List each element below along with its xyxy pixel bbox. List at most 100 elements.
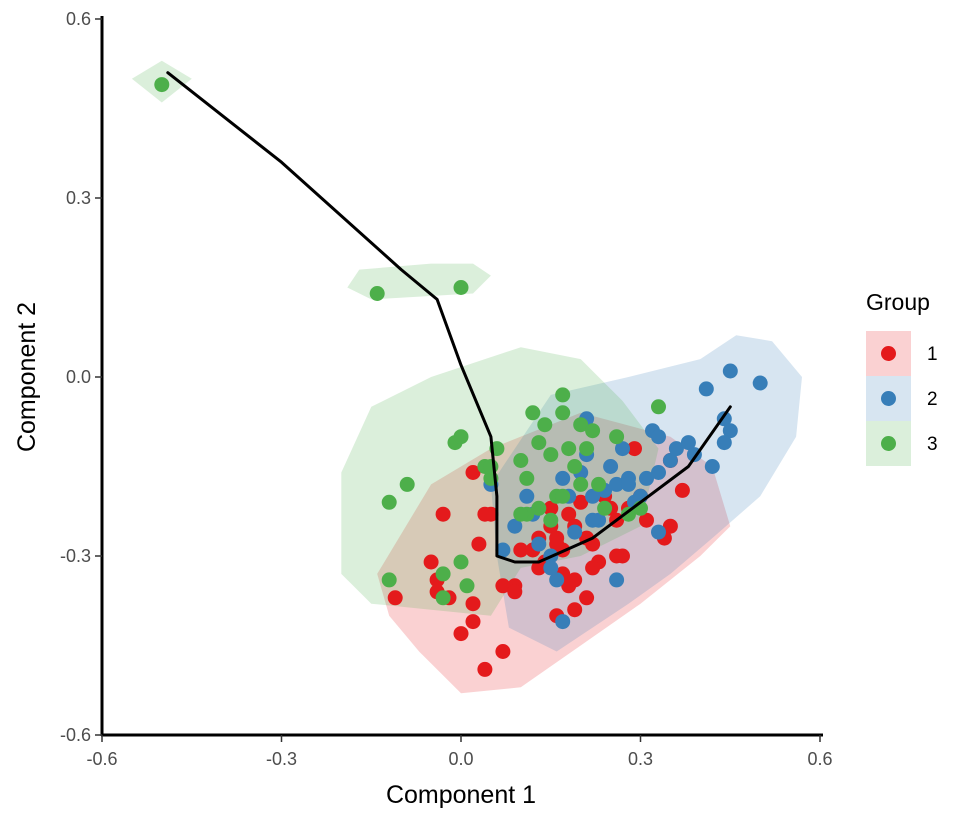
point-group-2 bbox=[722, 363, 738, 379]
point-group-2 bbox=[615, 441, 630, 457]
point-group-2 bbox=[507, 518, 523, 534]
point-group-2 bbox=[651, 524, 666, 540]
point-group-1 bbox=[387, 590, 403, 606]
point-group-1 bbox=[465, 614, 481, 630]
point-group-3 bbox=[591, 476, 607, 492]
point-group-1 bbox=[567, 602, 583, 618]
point-group-2 bbox=[609, 476, 625, 492]
point-group-3 bbox=[609, 429, 625, 445]
y-tick-label: 0.6 bbox=[66, 9, 91, 29]
point-group-1 bbox=[662, 518, 678, 534]
point-group-1 bbox=[549, 536, 565, 552]
point-group-2 bbox=[662, 453, 678, 468]
point-group-2 bbox=[585, 488, 601, 504]
point-group-2 bbox=[543, 560, 559, 576]
point-group-3 bbox=[435, 566, 451, 582]
point-group-1 bbox=[435, 506, 451, 522]
point-group-2 bbox=[519, 488, 535, 504]
point-group-1 bbox=[579, 590, 595, 606]
data-points bbox=[154, 77, 768, 677]
point-group-2 bbox=[585, 512, 601, 528]
x-tick-label: 0.6 bbox=[807, 749, 832, 769]
point-group-1 bbox=[471, 536, 487, 552]
point-group-3 bbox=[525, 405, 541, 421]
point-group-3 bbox=[154, 77, 170, 93]
point-group-1 bbox=[465, 596, 481, 612]
point-group-2 bbox=[704, 459, 720, 474]
point-group-3 bbox=[381, 572, 397, 588]
point-group-3 bbox=[543, 447, 559, 463]
point-group-3 bbox=[399, 476, 415, 492]
point-group-1 bbox=[585, 560, 601, 576]
point-group-2 bbox=[567, 524, 583, 540]
point-group-2 bbox=[752, 375, 768, 391]
point-group-2 bbox=[609, 572, 625, 588]
point-group-2 bbox=[639, 470, 654, 486]
point-group-3 bbox=[513, 506, 529, 522]
point-group-3 bbox=[537, 417, 553, 433]
point-group-3 bbox=[369, 286, 385, 301]
legend-label: 3 bbox=[927, 434, 938, 455]
point-group-3 bbox=[483, 459, 499, 474]
y-axis-title: Component 2 bbox=[13, 302, 41, 452]
point-group-1 bbox=[543, 500, 559, 516]
point-group-3 bbox=[381, 494, 397, 510]
y-tick-label: 0.0 bbox=[66, 367, 91, 387]
point-group-1 bbox=[477, 506, 493, 522]
point-group-3 bbox=[573, 417, 589, 433]
point-group-1 bbox=[465, 465, 481, 480]
point-group-2 bbox=[531, 536, 547, 552]
hull-group-3 bbox=[341, 347, 659, 616]
point-group-2 bbox=[555, 470, 571, 486]
legend: Group 1 2 3 bbox=[866, 289, 938, 466]
point-group-2 bbox=[722, 423, 738, 439]
point-group-3 bbox=[651, 399, 666, 415]
point-group-1 bbox=[495, 578, 511, 594]
point-group-1 bbox=[561, 506, 577, 522]
point-group-3 bbox=[531, 500, 547, 516]
point-group-2 bbox=[603, 459, 619, 474]
point-group-2 bbox=[555, 614, 571, 630]
point-group-2 bbox=[680, 435, 696, 451]
point-group-1 bbox=[507, 584, 523, 600]
point-group-1 bbox=[453, 626, 469, 642]
x-tick-label: 0.3 bbox=[628, 749, 653, 769]
trajectory-curve bbox=[166, 71, 732, 564]
legend-title: Group bbox=[866, 289, 930, 315]
point-group-1 bbox=[531, 560, 547, 576]
legend-label: 2 bbox=[927, 389, 938, 410]
point-group-3 bbox=[555, 387, 571, 403]
point-group-3 bbox=[543, 512, 559, 528]
point-group-3 bbox=[621, 506, 636, 522]
y-tick-label: -0.3 bbox=[60, 546, 91, 566]
point-group-1 bbox=[674, 482, 690, 498]
point-group-3 bbox=[573, 476, 589, 492]
point-group-3 bbox=[561, 441, 577, 457]
point-group-3 bbox=[567, 459, 583, 474]
point-group-1 bbox=[609, 548, 625, 564]
x-tick-label: 0.0 bbox=[448, 749, 473, 769]
point-group-1 bbox=[513, 542, 529, 558]
point-group-1 bbox=[477, 661, 493, 677]
x-tick-label: -0.3 bbox=[266, 749, 297, 769]
point-group-3 bbox=[459, 578, 475, 594]
point-group-3 bbox=[453, 554, 469, 570]
y-tick-label: -0.6 bbox=[60, 725, 91, 745]
point-group-2 bbox=[698, 381, 714, 397]
point-group-1 bbox=[561, 578, 577, 594]
point-group-2 bbox=[651, 465, 666, 480]
point-group-1 bbox=[423, 554, 439, 570]
point-group-3 bbox=[579, 441, 595, 457]
point-group-1 bbox=[639, 512, 654, 528]
point-group-3 bbox=[555, 405, 571, 421]
point-group-1 bbox=[573, 494, 589, 510]
point-group-2 bbox=[668, 441, 684, 457]
x-tick-label: -0.6 bbox=[86, 749, 117, 769]
legend-key-point bbox=[881, 346, 896, 361]
point-group-3 bbox=[435, 590, 451, 606]
point-group-1 bbox=[627, 441, 642, 457]
point-group-2 bbox=[621, 476, 636, 492]
point-group-3 bbox=[531, 435, 547, 451]
legend-key-point bbox=[881, 391, 896, 406]
